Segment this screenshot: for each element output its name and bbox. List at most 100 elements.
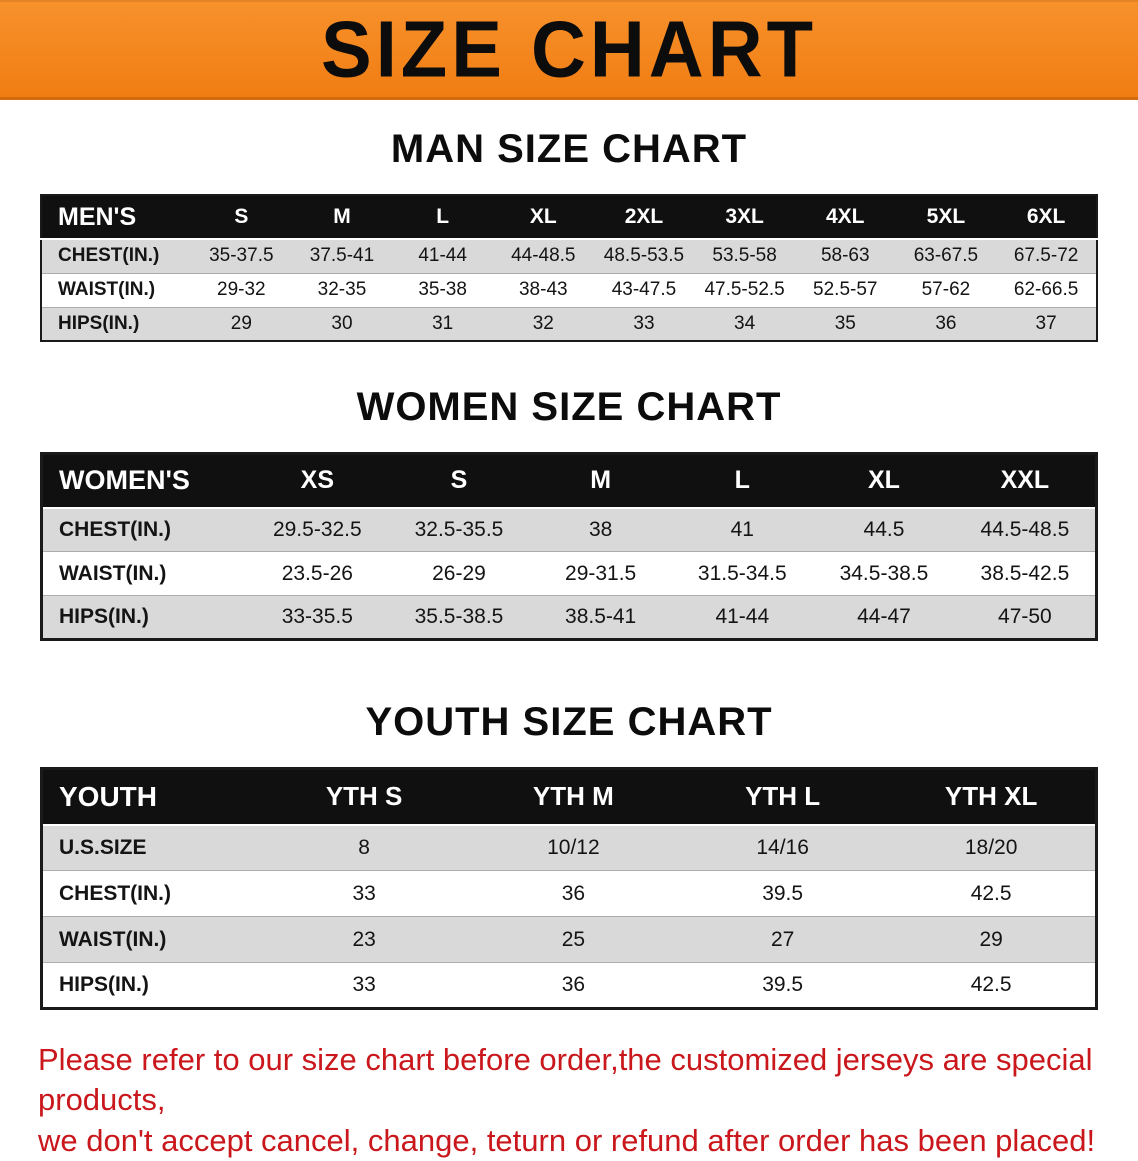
size-value: 44-47 [857, 605, 911, 628]
size-value: 62-66.5 [1013, 279, 1079, 300]
size-value: 38.5-41 [565, 605, 637, 628]
row-label: HIPS(IN.) [59, 605, 149, 628]
size-column-header: M [291, 195, 393, 239]
size-value: 38 [588, 517, 613, 541]
size-value: 44.5-48.5 [980, 517, 1070, 541]
size-value: 29-31.5 [565, 561, 637, 585]
women-section-heading: WOMEN SIZE CHART [356, 385, 782, 429]
row-label: WAIST(IN.) [58, 279, 156, 300]
size-value: 33 [633, 312, 655, 334]
size-value: 32 [532, 312, 554, 334]
size-value: 29.5-32.5 [272, 517, 362, 541]
table-row: CHEST(IN.) 29.5-32.5 32.5-35.5 38 41 44.5 44.5… [41, 507, 1097, 552]
size-value: 31.5-34.5 [697, 561, 787, 585]
table-row: U.S.SIZE 8 10/12 14/16 18/20 [41, 824, 1097, 871]
size-value: 39.5 [762, 881, 804, 905]
row-label: CHEST(IN.) [58, 245, 160, 267]
size-value: 42.5 [970, 973, 1012, 996]
size-value: 38-43 [518, 279, 568, 300]
size-column-header: 3XL [694, 195, 795, 239]
size-value: 29 [979, 927, 1003, 951]
size-value: 43-47.5 [611, 279, 677, 300]
table-row: CHEST(IN.) 35-37.5 37.5-41 41-44 44-48.5 48.5… [41, 239, 1097, 273]
size-value: 26-29 [432, 561, 486, 585]
size-value: 25 [561, 927, 586, 951]
size-value: 34.5-38.5 [839, 561, 929, 585]
size-value: 57-62 [921, 279, 971, 300]
table-row: HIPS(IN.) 29 30 31 32 33 34 35 36 37 [41, 307, 1097, 341]
size-column-header: L [671, 453, 814, 508]
men-size-table: MEN'S S M L XL 2XL 3XL 4XL 5XL 6XL CHEST(IN.) 35-37… [40, 194, 1098, 342]
size-value: 44-48.5 [511, 245, 576, 267]
youth-section-heading: YOUTH SIZE CHART [365, 700, 773, 744]
size-value: 41-44 [418, 245, 467, 267]
size-value: 23.5-26 [281, 561, 353, 585]
row-label: WAIST(IN.) [59, 561, 167, 585]
size-value: 14/16 [756, 835, 809, 859]
size-value: 10/12 [547, 835, 600, 859]
size-value: 35.5-38.5 [414, 605, 504, 628]
size-column-header: 4XL [794, 195, 896, 239]
size-value: 29-32 [217, 279, 266, 300]
table-corner-label: MEN'S [41, 195, 191, 239]
table-row: WAIST(IN.) 23.5-26 26-29 29-31.5 31.5-34.5 34… [41, 551, 1097, 596]
table-corner-label: YOUTH [41, 768, 260, 825]
size-chart-banner: SIZE CHART [0, 0, 1138, 100]
size-value: 32.5-35.5 [414, 517, 504, 541]
size-column-header: XL [492, 195, 594, 239]
size-value: 32-35 [317, 279, 367, 300]
disclaimer-line-1: Please refer to our size chart before or… [38, 1042, 1093, 1118]
size-column-header: XS [246, 453, 389, 508]
size-value: 41-44 [715, 605, 770, 628]
size-value: 18/20 [964, 835, 1018, 859]
size-column-header: S [388, 453, 530, 508]
disclaimer-line-2: we don't accept cancel, change, teturn o… [38, 1122, 1096, 1158]
size-value: 36 [561, 973, 586, 996]
table-header-row: WOMEN'S XS S M L XL XXL [41, 453, 1097, 508]
size-column-header: XXL [954, 453, 1097, 508]
table-row: HIPS(IN.) 33-35.5 35.5-38.5 38.5-41 41-44 44-… [41, 595, 1097, 640]
row-label: CHEST(IN.) [59, 881, 171, 905]
table-row: HIPS(IN.) 33 36 39.5 42.5 [41, 962, 1097, 1009]
size-value: 37 [1035, 312, 1057, 334]
size-value: 36 [561, 881, 586, 905]
size-value: 33 [352, 973, 376, 996]
size-value: 33 [352, 881, 376, 905]
men-section-heading: MAN SIZE CHART [390, 127, 748, 171]
size-column-header: XL [813, 453, 955, 508]
row-label: HIPS(IN.) [58, 312, 140, 334]
size-column-header: YTH XL [887, 768, 1097, 825]
size-column-header: YTH M [468, 768, 678, 825]
size-value: 52.5-57 [813, 279, 878, 300]
size-value: 39.5 [762, 973, 804, 996]
row-label: U.S.SIZE [59, 835, 147, 859]
size-value: 33-35.5 [281, 605, 353, 628]
size-value: 34 [734, 312, 756, 334]
size-column-header: 5XL [895, 195, 997, 239]
youth-size-table: YOUTH YTH S YTH M YTH L YTH XL U.S.SIZE 8 10/12… [40, 767, 1098, 1010]
size-column-header: M [529, 453, 672, 508]
size-value: 63-67.5 [913, 245, 979, 267]
size-column-header: YTH S [259, 768, 469, 825]
table-row: WAIST(IN.) 29-32 32-35 35-38 38-43 43-47.5 47.… [41, 273, 1097, 307]
size-column-header: 2XL [593, 195, 695, 239]
size-value: 8 [358, 835, 370, 859]
size-column-header: YTH L [678, 768, 888, 825]
size-value: 53.5-58 [712, 245, 777, 267]
size-value: 35-37.5 [209, 245, 274, 267]
table-row: CHEST(IN.) 33 36 39.5 42.5 [41, 870, 1097, 917]
size-column-header: S [191, 195, 292, 239]
size-value: 47.5-52.5 [704, 279, 785, 300]
size-value: 58-63 [820, 245, 870, 267]
table-row: WAIST(IN.) 23 25 27 29 [41, 916, 1097, 963]
size-value: 23 [352, 927, 376, 951]
size-value: 27 [770, 927, 795, 951]
size-value: 67.5-72 [1013, 245, 1079, 267]
size-value: 38.5-42.5 [980, 561, 1070, 585]
size-value: 35 [834, 312, 856, 334]
row-label: WAIST(IN.) [59, 927, 167, 951]
size-value: 37.5-41 [309, 245, 375, 267]
size-value: 47-50 [998, 605, 1052, 628]
size-value: 35-38 [418, 279, 467, 300]
size-value: 41 [730, 517, 754, 541]
